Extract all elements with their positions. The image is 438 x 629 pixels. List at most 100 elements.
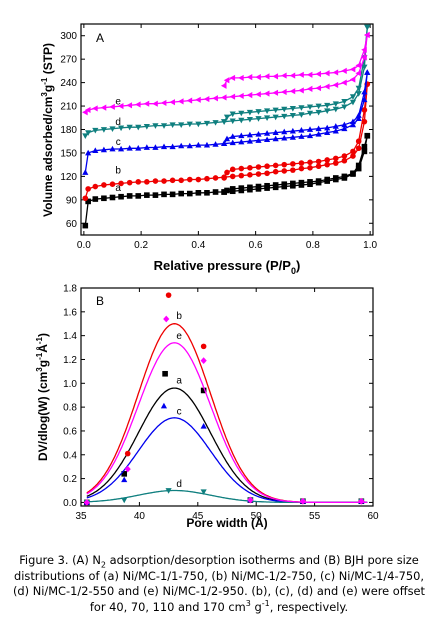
a-point-e [117,102,124,110]
a-point-d [289,113,296,119]
a-point-d [143,123,150,130]
a-point-a [195,190,202,196]
b-y-tick-label: 1.6 [63,307,77,318]
a-point-d [117,125,125,132]
a-point-a [247,184,253,191]
a-point-b [315,158,322,165]
a-point-e [332,81,339,89]
b-x-tick-label: 50 [251,511,263,522]
a-point-b [204,175,210,182]
a-point-a [169,191,176,198]
a-xlabel-sub: 0 [291,266,296,276]
b-curve-label-d: d [176,479,182,490]
a-point-e [100,104,107,111]
a-point-c [355,112,362,118]
b-fit-line-b [86,323,368,504]
a-point-b [101,182,107,188]
a-point-b [298,165,305,172]
a-series-d: d [82,24,371,139]
a-xlabel-text: Relative pressure (P/P [154,258,292,273]
a-point-d [272,114,279,121]
a-point-b [350,148,356,155]
a-point-b [186,176,193,183]
a-point-e [220,94,227,101]
a-point-a [109,194,116,201]
a-point-d [315,109,322,116]
a-point-d [349,99,357,106]
a-point-c [109,145,116,152]
a-point-a [355,162,362,169]
a-point-a [290,180,296,187]
caption-sup-2: -1 [261,598,270,608]
a-ylabel-text: Volume adsorbed/cm [41,97,55,217]
b-point-e [247,496,254,504]
a-ylabel-end: (STP) [41,43,55,78]
a-point-c [117,145,125,152]
b-point-d [165,488,172,494]
a-y-tick-label: 90 [66,195,78,206]
a-point-e [135,101,141,108]
caption-sup-1: 3 [245,598,251,608]
a-point-d [298,105,305,111]
a-point-c [315,125,322,132]
a-point-e [361,54,367,61]
a-point-b [361,118,368,125]
a-point-c [186,142,193,149]
a-point-e [332,69,339,76]
a-point-b [281,161,288,168]
caption-sub-1: 2 [100,560,107,570]
a-point-d [289,106,296,112]
a-point-b [238,172,245,179]
a-point-c [361,88,368,95]
b-ylabel-sup1: 3 [35,367,44,372]
a-point-d [223,114,231,121]
a-y-tick-label: 60 [66,219,78,230]
a-point-c [281,134,288,141]
a-point-a [332,175,339,181]
a-point-e [306,71,313,78]
panel-b-chart: 35 40 45 50 55 60 0.0 0.2 0.4 0.6 0.8 1.0 1.2 1.4 1.6 1… [35,284,379,531]
a-point-a [264,182,270,189]
a-point-e [143,100,150,107]
a-point-e [298,71,304,78]
a-point-c [289,127,296,134]
a-point-d [160,123,168,129]
a-point-e [272,73,279,80]
a-point-e [82,109,88,116]
a-point-e [223,77,230,84]
a-point-b [272,162,279,169]
b-y-tick-label: 1.0 [63,379,77,390]
caption-text-4: , respectively. [269,599,349,614]
b-y-tick-label: 0.8 [63,403,77,414]
a-point-e [160,99,167,107]
a-point-e [246,92,253,99]
b-point-a [162,370,168,377]
a-point-a [281,181,288,188]
a-point-b [82,195,89,202]
a-point-c [246,131,253,138]
a-point-a [272,182,279,188]
a-point-a [152,192,159,198]
a-point-b [85,186,91,192]
b-point-c [160,402,168,409]
a-point-e [289,72,296,79]
panel-a-x-axis-label: Relative pressure (P/P0) [154,258,301,276]
b-ylabel-mid: g [36,360,50,367]
a-point-c [126,145,133,151]
b-point-e [200,357,207,365]
a-point-b [135,179,142,185]
panel-a-y-axis-label: Volume adsorbed/cm3g-1 (STP) [40,43,55,217]
a-curve-label-a: a [115,183,121,194]
panel-b-frame [80,287,374,507]
a-point-e [281,72,287,79]
a-point-e [306,85,313,92]
a-point-e [349,66,356,73]
a-point-b [92,183,99,190]
a-point-a [315,178,322,184]
b-x-tick-label: 55 [309,511,321,522]
panel-b-series: a b c d e [83,292,368,506]
a-point-d [246,116,253,123]
b-point-d [121,497,128,504]
caption-text-1: Figure 3. (A) N [19,553,101,567]
